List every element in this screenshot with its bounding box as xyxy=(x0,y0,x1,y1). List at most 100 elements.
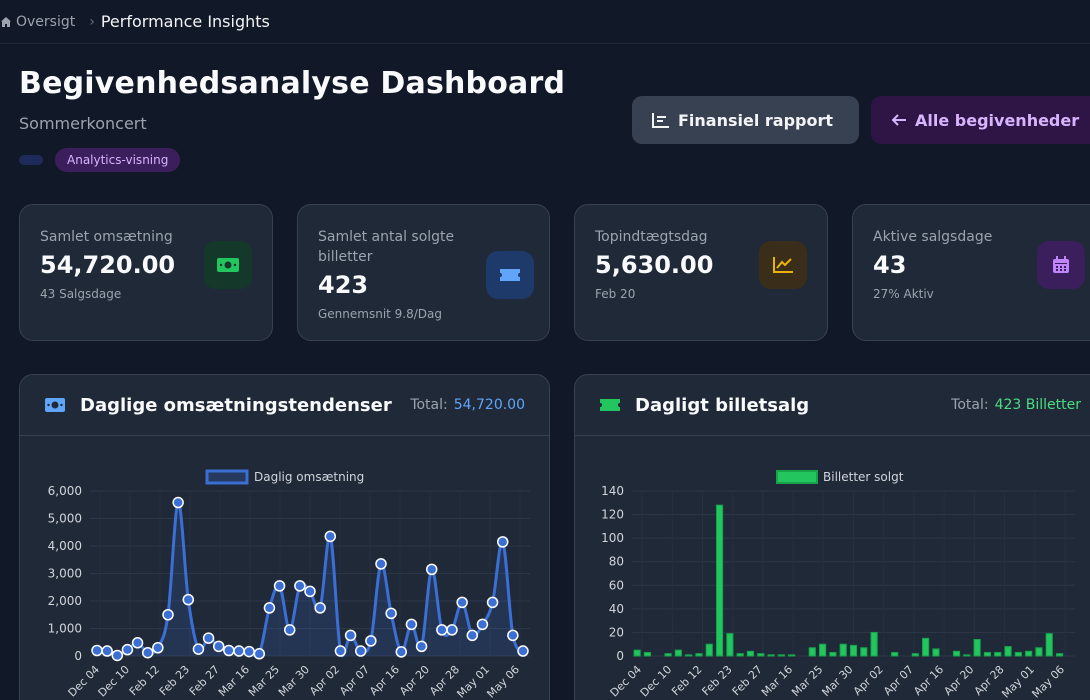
x-tick-label: Apr 07 xyxy=(881,663,916,698)
y-tick-label: 4,000 xyxy=(48,539,82,553)
x-tick-label: Mar 30 xyxy=(276,663,312,699)
chart-line-icon xyxy=(759,241,807,289)
data-point xyxy=(192,643,205,655)
data-point xyxy=(101,645,113,657)
data-point xyxy=(202,632,215,644)
money-icon xyxy=(45,398,65,412)
breadcrumb-home[interactable]: Oversigt xyxy=(0,14,75,30)
stat-card-active-days: Aktive salgsdage 43 27% Aktiv xyxy=(852,204,1090,341)
page-title: Begivenhedsanalyse Dashboard xyxy=(19,66,566,101)
financial-report-button[interactable]: Finansiel rapport xyxy=(632,96,859,144)
data-point xyxy=(385,607,397,620)
x-tick-label: Apr 02 xyxy=(851,663,886,698)
bar-chart-icon xyxy=(652,113,669,128)
x-tick-label: Apr 16 xyxy=(367,663,402,698)
data-bar xyxy=(1014,651,1022,657)
data-bar xyxy=(1035,647,1043,657)
stat-sub: 43 Salgsdage xyxy=(40,287,122,301)
x-tick-label: Mar 16 xyxy=(759,663,795,699)
y-tick-label: 3,000 xyxy=(48,567,82,581)
stat-card-revenue: Samlet omsætning 54,720.00 43 Salgsdage xyxy=(19,204,273,341)
data-bar xyxy=(952,650,961,657)
y-tick-label: 20 xyxy=(609,625,624,639)
data-point xyxy=(476,618,489,631)
data-bar xyxy=(808,647,816,657)
data-point xyxy=(415,640,428,653)
data-bar xyxy=(726,633,734,657)
data-bar xyxy=(860,647,868,657)
data-bar xyxy=(973,639,981,657)
data-point xyxy=(344,629,357,642)
data-bar xyxy=(1004,646,1012,657)
x-tick-label: Apr 16 xyxy=(911,663,946,698)
data-bar xyxy=(643,651,652,657)
y-tick-label: 1,000 xyxy=(48,622,82,636)
y-tick-label: 0 xyxy=(616,649,624,663)
data-point xyxy=(395,646,408,658)
data-point xyxy=(152,642,164,654)
data-bar xyxy=(994,651,1002,657)
panel-total: Total: 423 Billetter xyxy=(951,397,1081,413)
data-bar xyxy=(664,653,672,657)
data-bar xyxy=(932,648,940,657)
data-bar xyxy=(746,650,755,657)
stat-label: Aktive salgsdage xyxy=(873,229,993,245)
x-tick-label: Mar 30 xyxy=(819,663,855,699)
data-point xyxy=(354,645,367,657)
data-point xyxy=(141,646,154,659)
breadcrumb: Oversigt › Performance Insights xyxy=(0,0,1090,44)
data-point xyxy=(91,644,103,657)
series-area xyxy=(97,502,523,657)
x-tick-label: Apr 20 xyxy=(397,663,432,698)
arrow-left-icon xyxy=(891,114,906,126)
data-point xyxy=(172,496,184,509)
revenue-chart: 0 1,000 2,000 3,000 4,000 5,000 6,000 Dec 04Dec… xyxy=(48,469,530,700)
all-events-button[interactable]: Alle begivenheder xyxy=(871,96,1090,144)
x-tick-label: Mar 25 xyxy=(246,663,282,699)
data-point xyxy=(314,602,326,614)
data-bar xyxy=(1055,653,1064,657)
data-bar xyxy=(767,654,775,657)
y-tick-label: 140 xyxy=(601,484,624,498)
legend-label: Billetter solgt xyxy=(823,470,904,484)
x-tick-label: Apr 07 xyxy=(337,663,372,698)
data-point xyxy=(111,649,124,662)
data-bar xyxy=(911,653,919,657)
chevron-right-icon: › xyxy=(89,13,95,30)
x-tick-label: Dec 04 xyxy=(66,663,103,700)
y-tick-label: 5,000 xyxy=(48,512,82,526)
stat-sub: Feb 20 xyxy=(595,287,636,301)
data-point xyxy=(243,645,255,658)
legend-swatch xyxy=(776,470,818,484)
panel-total: Total: 54,720.00 xyxy=(410,397,525,413)
x-tick-label: Mar 25 xyxy=(789,663,825,699)
data-point xyxy=(486,596,499,609)
total-value: 423 Billetter xyxy=(994,397,1081,413)
status-badge xyxy=(19,155,43,165)
data-point xyxy=(405,618,418,631)
data-bar xyxy=(1025,650,1033,657)
stat-value: 5,630.00 xyxy=(595,251,714,279)
stat-value: 54,720.00 xyxy=(40,251,176,279)
stat-value: 43 xyxy=(873,251,907,279)
data-bar xyxy=(983,651,992,657)
breadcrumb-current: Performance Insights xyxy=(100,12,270,31)
data-point xyxy=(324,530,337,543)
data-bar xyxy=(736,653,744,657)
stat-sub: Gennemsnit 9.8/Dag xyxy=(318,307,443,321)
home-icon xyxy=(1,16,11,27)
data-point xyxy=(334,645,347,657)
data-bar xyxy=(674,649,682,657)
data-bar xyxy=(777,654,785,657)
data-bar xyxy=(705,643,713,657)
data-point xyxy=(507,629,519,642)
total-label: Total: xyxy=(410,397,448,413)
calendar-icon xyxy=(1037,241,1085,289)
data-bar xyxy=(695,653,703,657)
data-bar xyxy=(788,654,796,657)
data-point xyxy=(263,602,276,614)
data-bar xyxy=(819,643,827,657)
data-point xyxy=(496,536,509,548)
data-point xyxy=(212,640,225,653)
tag-row: Analytics-visning xyxy=(19,148,181,172)
